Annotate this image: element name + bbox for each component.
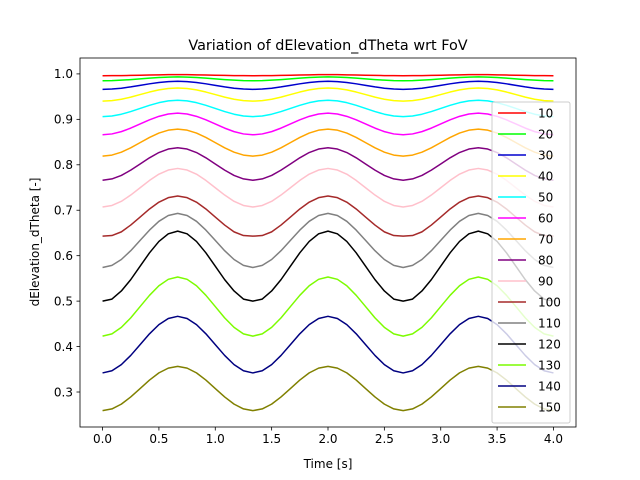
legend-entry-label: 10 bbox=[538, 106, 553, 120]
series-line-100 bbox=[102, 195, 554, 237]
y-axis-label: dElevation_dTheta [-] bbox=[28, 178, 42, 307]
legend-entry-label: 90 bbox=[538, 274, 553, 288]
series-line-50 bbox=[102, 99, 554, 118]
legend-entry-label: 50 bbox=[538, 190, 553, 204]
series-line-80 bbox=[102, 146, 554, 181]
series-line-120 bbox=[102, 230, 554, 302]
y-tick-label: 0.3 bbox=[54, 385, 73, 399]
series-line-140 bbox=[102, 315, 554, 374]
legend-entry-label: 130 bbox=[538, 358, 561, 372]
legend-entry-label: 40 bbox=[538, 169, 553, 183]
legend-entry-label: 30 bbox=[538, 148, 553, 162]
series-line-110 bbox=[102, 212, 554, 269]
legend-entry-label: 80 bbox=[538, 253, 553, 267]
series-line-70 bbox=[102, 128, 554, 157]
series-line-20 bbox=[102, 76, 554, 82]
series-line-130 bbox=[102, 276, 554, 337]
legend: 10 20 30 40 50 60 70 80 90 100 110 120 130 140 150 bbox=[491, 101, 571, 424]
legend-entry-label: 60 bbox=[538, 211, 553, 225]
y-tick-label: 0.6 bbox=[54, 249, 73, 263]
x-tick-label: 2.5 bbox=[375, 432, 394, 446]
x-tick-label: 0.0 bbox=[93, 432, 112, 446]
x-axis-label: Time [s] bbox=[303, 457, 353, 471]
legend-entry-label: 120 bbox=[538, 337, 561, 351]
x-tick-label: 1.0 bbox=[206, 432, 225, 446]
legend-entry-label: 150 bbox=[538, 400, 561, 414]
legend-entry-label: 70 bbox=[538, 232, 553, 246]
legend-box bbox=[491, 101, 571, 424]
y-tick-label: 0.5 bbox=[54, 294, 73, 308]
series-line-40 bbox=[102, 87, 554, 102]
series-line-10 bbox=[102, 73, 554, 77]
x-axis: 0.0 0.5 1.0 1.5 2.0 2.5 3.0 3.5 4.0 bbox=[93, 427, 563, 446]
chart-title: Variation of dElevation_dTheta wrt FoV bbox=[188, 38, 467, 54]
series-line-150 bbox=[102, 365, 554, 412]
series-line-30 bbox=[102, 80, 554, 91]
x-tick-label: 2.0 bbox=[318, 432, 337, 446]
legend-entry-label: 110 bbox=[538, 316, 561, 330]
y-tick-label: 0.9 bbox=[54, 113, 73, 127]
x-tick-label: 3.0 bbox=[431, 432, 450, 446]
y-tick-label: 1.0 bbox=[54, 67, 73, 81]
series-line-90 bbox=[102, 167, 554, 208]
x-tick-label: 4.0 bbox=[544, 432, 563, 446]
legend-entry-label: 100 bbox=[538, 295, 561, 309]
series-lines bbox=[102, 73, 554, 412]
y-tick-label: 0.4 bbox=[54, 340, 73, 354]
y-tick-label: 0.8 bbox=[54, 158, 73, 172]
x-tick-label: 1.5 bbox=[262, 432, 281, 446]
legend-entry-label: 140 bbox=[538, 379, 561, 393]
legend-entry-label: 20 bbox=[538, 127, 553, 141]
x-tick-label: 3.5 bbox=[488, 432, 507, 446]
y-tick-label: 0.7 bbox=[54, 204, 73, 218]
y-axis: 0.3 0.4 0.5 0.6 0.7 0.8 0.9 1.0 bbox=[54, 67, 80, 399]
x-tick-label: 0.5 bbox=[149, 432, 168, 446]
series-line-60 bbox=[102, 112, 554, 136]
